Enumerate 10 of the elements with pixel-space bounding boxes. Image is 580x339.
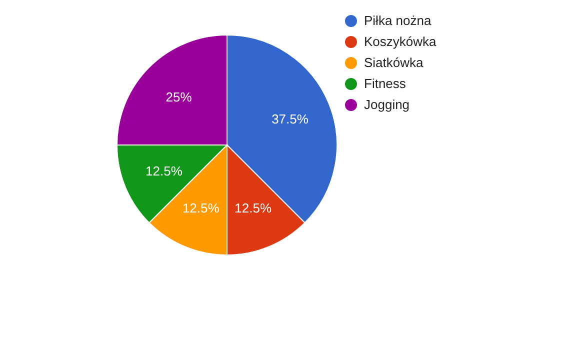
data-label: 12.5% bbox=[146, 164, 183, 179]
data-label: 37.5% bbox=[272, 111, 309, 126]
legend-label: Piłka nożna bbox=[364, 13, 432, 28]
data-label: 12.5% bbox=[234, 200, 272, 216]
legend-label: Siatkówka bbox=[364, 55, 424, 70]
legend-label: Jogging bbox=[364, 97, 410, 112]
legend-label: Koszykówka bbox=[364, 34, 436, 49]
data-label: 25% bbox=[166, 89, 192, 104]
legend-label: Fitness bbox=[364, 76, 406, 91]
data-label: 12.5% bbox=[182, 200, 220, 216]
